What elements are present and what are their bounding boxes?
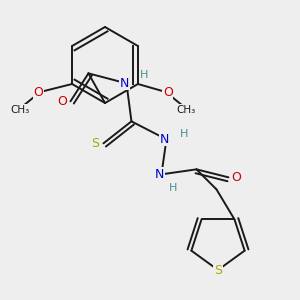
Text: O: O bbox=[58, 95, 68, 108]
Text: O: O bbox=[163, 85, 173, 98]
Text: N: N bbox=[155, 168, 164, 181]
Text: S: S bbox=[92, 137, 100, 150]
Text: O: O bbox=[232, 171, 242, 184]
Text: H: H bbox=[140, 70, 148, 80]
Text: S: S bbox=[214, 263, 222, 277]
Text: N: N bbox=[160, 133, 169, 146]
Text: N: N bbox=[120, 77, 129, 90]
Text: CH₃: CH₃ bbox=[176, 105, 196, 115]
Text: H: H bbox=[169, 183, 178, 193]
Text: H: H bbox=[180, 129, 189, 139]
Text: O: O bbox=[33, 85, 43, 98]
Text: CH₃: CH₃ bbox=[11, 105, 30, 115]
